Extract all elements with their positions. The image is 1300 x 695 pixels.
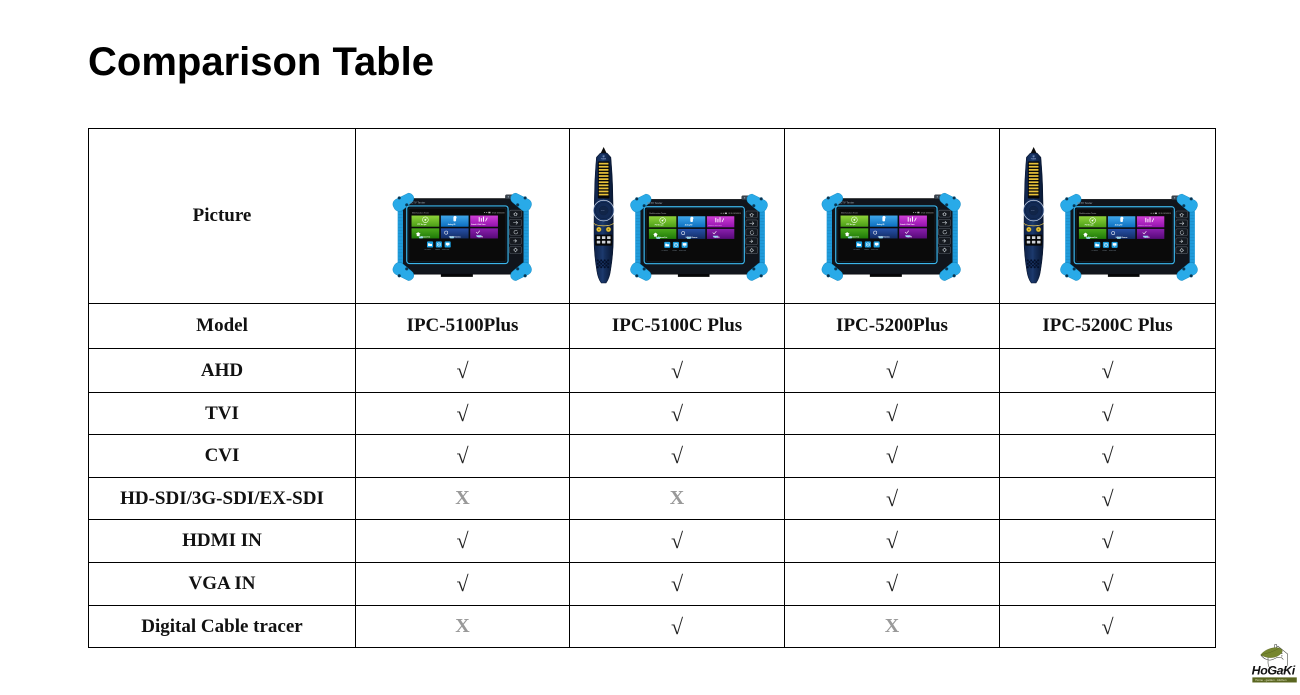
svg-text:CCTV Tester: CCTV Tester [409,201,425,205]
svg-text:Home - garden - kitchen: Home - garden - kitchen [1255,678,1287,682]
svg-text:HoGaKi: HoGaKi [1251,663,1295,677]
svg-text:CCTV Tester: CCTV Tester [1077,201,1093,205]
svg-text:CCTV Tester: CCTV Tester [838,201,854,205]
svg-text:CCTV Tester: CCTV Tester [647,201,663,205]
